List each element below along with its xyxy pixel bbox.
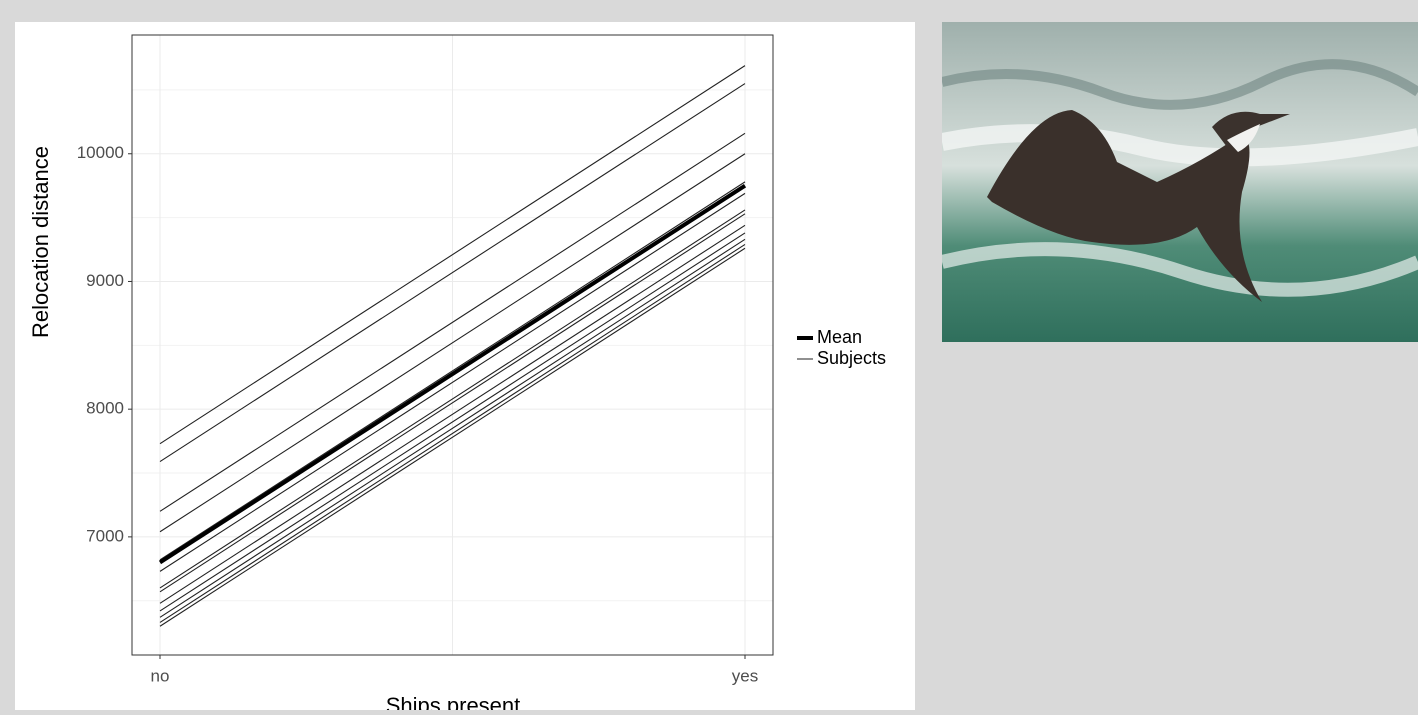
y-tick-label: 9000 [86,271,124,290]
x-tick-label: yes [732,666,758,685]
photo [942,22,1418,342]
y-tick-label: 8000 [86,399,124,418]
legend-label: Mean [817,327,862,347]
page: {"chart_data": {"type": "line", "x_label… [0,0,1418,710]
legend-label: Subjects [817,348,886,368]
y-axis-title: Relocation distance [28,146,53,338]
x-axis-title: Ships present [386,693,521,710]
y-tick-label: 7000 [86,526,124,545]
photo-image [942,22,1418,342]
chart: Relocation distance Ships present 7000 80… [15,22,915,710]
x-tick-label: no [151,666,170,685]
slide-panel: Relocation distance Ships present 7000 80… [15,22,915,710]
y-tick-label: 10000 [77,143,124,162]
